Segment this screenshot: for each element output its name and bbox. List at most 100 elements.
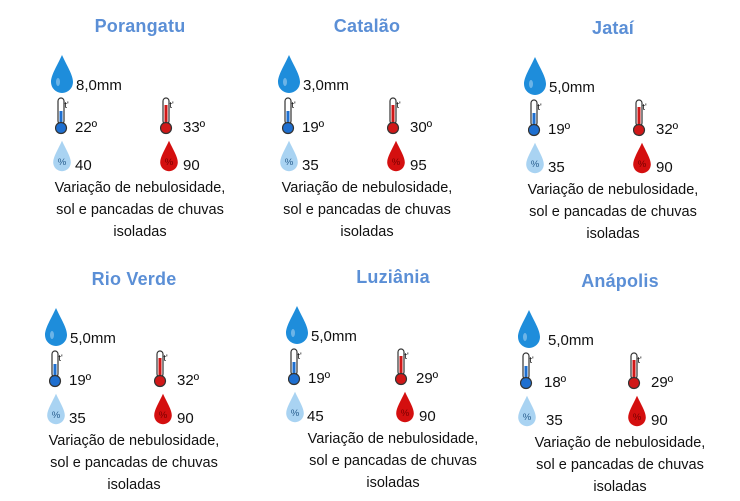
humidity-high-icon: % — [633, 142, 651, 174]
rain-amount: 5,0mm — [311, 328, 357, 345]
forecast-description: Variação de nebulosidade, sol e pancadas… — [510, 432, 730, 498]
thermometer-hot-icon: t' — [395, 348, 409, 386]
city-card: Luziânia 5,0mm t' 19º t' 29º % 45 % 90 V… — [273, 251, 513, 496]
city-card: Rio Verde 5,0mm t' 19º t' 32º % 35 % 90 … — [14, 253, 254, 498]
humidity-symbol: % — [531, 159, 540, 170]
thermo-label: t' — [59, 353, 64, 363]
humidity-min: 40 — [75, 157, 92, 174]
humidity-symbol: % — [159, 410, 168, 421]
humidity-symbol: % — [638, 159, 647, 170]
desc-line: isoladas — [340, 224, 394, 240]
thermometer-cold-icon: t' — [528, 99, 542, 137]
city-name: Porangatu — [94, 16, 186, 36]
raindrop-icon — [524, 57, 546, 95]
humidity-max: 95 — [410, 157, 427, 174]
raindrop-icon — [518, 310, 540, 348]
thermometer-cold-icon: t' — [288, 348, 302, 386]
raindrop-icon — [278, 55, 300, 93]
humidity-high-icon: % — [387, 140, 405, 172]
city-card: Catalão 3,0mm t' 19º t' 30º % 35 % 95 Va… — [247, 0, 487, 245]
temp-min: 22º — [75, 119, 98, 136]
city-name: Anápolis — [581, 271, 659, 291]
rain-amount: 3,0mm — [303, 77, 349, 94]
temp-max: 32º — [177, 372, 200, 389]
thermometer-cold-icon: t' — [49, 350, 63, 388]
thermo-label: t' — [643, 102, 648, 112]
forecast-description: Variação de nebulosidade, sol e pancadas… — [30, 177, 250, 243]
rain-amount: 5,0mm — [70, 330, 116, 347]
thermo-label: t' — [405, 351, 410, 361]
humidity-symbol: % — [165, 157, 174, 168]
thermometer-cold-icon: t' — [282, 97, 296, 135]
temp-min: 19º — [308, 370, 331, 387]
desc-line: Variação de nebulosidade, — [281, 180, 453, 196]
humidity-low-icon: % — [526, 142, 544, 174]
forecast-description: Variação de nebulosidade, sol e pancadas… — [24, 430, 244, 496]
desc-line: Variação de nebulosidade, — [48, 433, 220, 449]
humidity-min: 45 — [307, 408, 324, 425]
humidity-max: 90 — [177, 410, 194, 427]
temp-max: 32º — [656, 121, 679, 138]
city-card: Porangatu 8,0mm t' 22º t' 33º % 40 % 90 … — [20, 0, 260, 245]
forecast-description: Variação de nebulosidade, sol e pancadas… — [283, 428, 503, 494]
desc-line: sol e pancadas de chuvas — [50, 455, 218, 471]
desc-line: Variação de nebulosidade, — [527, 182, 699, 198]
humidity-min: 35 — [302, 157, 319, 174]
humidity-max: 90 — [183, 157, 200, 174]
humidity-high-icon: % — [396, 391, 414, 423]
city-name: Catalão — [333, 16, 401, 36]
raindrop-icon — [51, 55, 73, 93]
thermometer-hot-icon: t' — [387, 97, 401, 135]
humidity-min: 35 — [546, 412, 563, 429]
desc-line: isoladas — [366, 475, 420, 491]
humidity-high-icon: % — [154, 393, 172, 425]
thermo-label: t' — [397, 100, 402, 110]
temp-max: 30º — [410, 119, 433, 136]
thermometer-cold-icon: t' — [520, 352, 534, 390]
humidity-low-icon: % — [518, 395, 536, 427]
temp-max: 33º — [183, 119, 206, 136]
rain-amount: 5,0mm — [549, 79, 595, 96]
raindrop-icon — [45, 308, 67, 346]
desc-line: sol e pancadas de chuvas — [56, 202, 224, 218]
thermometer-cold-icon: t' — [55, 97, 69, 135]
desc-line: isoladas — [107, 477, 161, 493]
humidity-low-icon: % — [286, 391, 304, 423]
city-name: Jataí — [591, 18, 635, 38]
humidity-symbol: % — [285, 157, 294, 168]
desc-line: sol e pancadas de chuvas — [529, 204, 697, 220]
thermo-label: t' — [298, 351, 303, 361]
desc-line: sol e pancadas de chuvas — [309, 453, 477, 469]
humidity-low-icon: % — [53, 140, 71, 172]
desc-line: Variação de nebulosidade, — [307, 431, 479, 447]
humidity-min: 35 — [69, 410, 86, 427]
rain-amount: 8,0mm — [76, 77, 122, 94]
humidity-symbol: % — [401, 408, 410, 419]
thermo-label: t' — [530, 355, 535, 365]
humidity-low-icon: % — [280, 140, 298, 172]
city-card: Anápolis 5,0mm t' 18º t' 29º % 35 % 90 V… — [500, 255, 740, 500]
humidity-max: 90 — [419, 408, 436, 425]
humidity-max: 90 — [656, 159, 673, 176]
desc-line: sol e pancadas de chuvas — [283, 202, 451, 218]
thermometer-hot-icon: t' — [160, 97, 174, 135]
thermo-label: t' — [292, 100, 297, 110]
temp-min: 19º — [302, 119, 325, 136]
humidity-low-icon: % — [47, 393, 65, 425]
thermo-label: t' — [65, 100, 70, 110]
forecast-description: Variação de nebulosidade, sol e pancadas… — [503, 179, 723, 245]
thermo-label: t' — [164, 353, 169, 363]
humidity-high-icon: % — [628, 395, 646, 427]
humidity-symbol: % — [392, 157, 401, 168]
thermometer-hot-icon: t' — [633, 99, 647, 137]
desc-line: Variação de nebulosidade, — [54, 180, 226, 196]
temp-min: 19º — [69, 372, 92, 389]
desc-line: isoladas — [113, 224, 167, 240]
city-name: Rio Verde — [91, 269, 177, 289]
temp-min: 19º — [548, 121, 571, 138]
humidity-high-icon: % — [160, 140, 178, 172]
desc-line: isoladas — [593, 479, 647, 495]
temp-max: 29º — [416, 370, 439, 387]
desc-line: sol e pancadas de chuvas — [536, 457, 704, 473]
humidity-max: 90 — [651, 412, 668, 429]
